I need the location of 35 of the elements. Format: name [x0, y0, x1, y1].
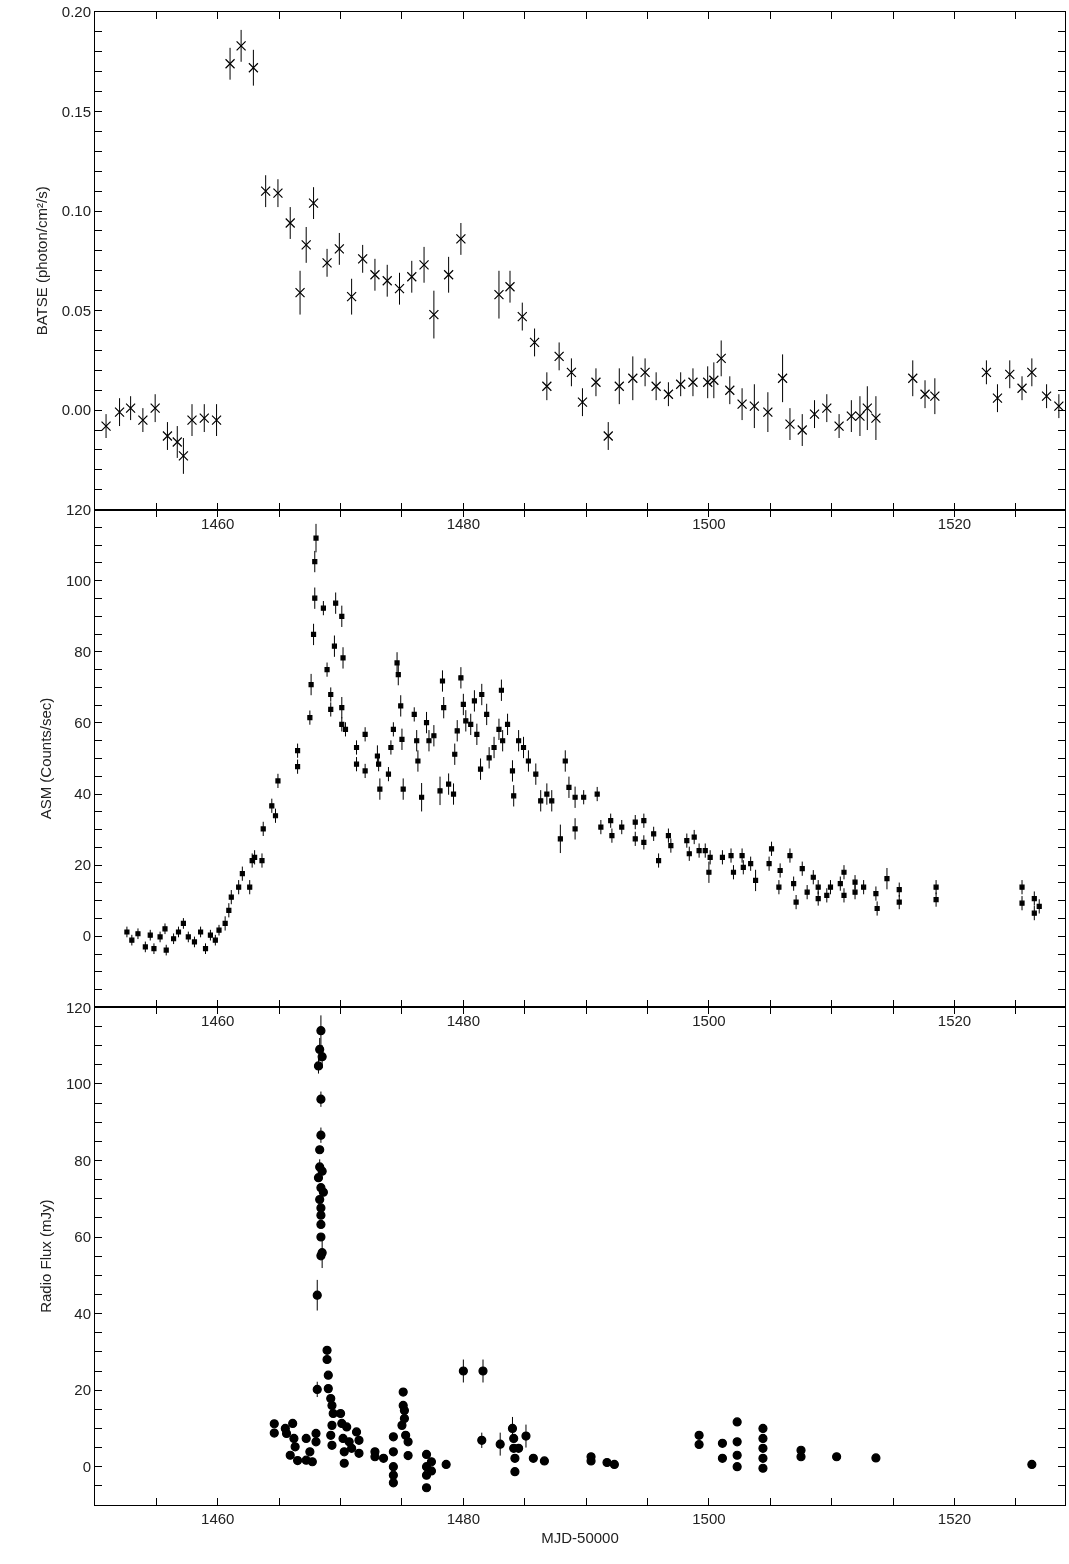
y-tick-label: 80	[74, 1151, 91, 1169]
x-tick-label: 1460	[201, 514, 235, 532]
x-tick-label: 1520	[937, 1012, 972, 1030]
y-tick-label: 0.00	[61, 401, 91, 419]
y-axis-title: BATSE (photon/cm²/s)	[33, 186, 51, 336]
y-tick-label: 0.05	[61, 301, 91, 319]
y-tick-label: 20	[74, 1381, 91, 1399]
x-tick-label: 1500	[692, 1012, 726, 1030]
x-tick-label: 1520	[937, 1510, 972, 1527]
x-tick-label: 1500	[692, 514, 726, 532]
y-tick-label: 40	[74, 1304, 91, 1322]
y-tick-label: 100	[65, 1075, 91, 1093]
y-tick-label: 60	[74, 714, 91, 732]
y-axis-title: ASM (Counts/sec)	[37, 697, 55, 820]
y-tick-label: 60	[74, 1228, 91, 1246]
x-tick-label: 1500	[692, 1510, 726, 1527]
y-tick-label: 0.20	[61, 3, 91, 21]
y-axis-title: Radio Flux (mJy)	[37, 1199, 55, 1313]
x-tick-label: 1480	[446, 1510, 481, 1527]
y-tick-label: 0	[82, 1457, 91, 1475]
y-tick-label: 40	[74, 785, 91, 803]
x-tick-label: 1520	[937, 514, 972, 532]
y-tick-label: 20	[74, 856, 91, 874]
y-tick-label: 120	[65, 500, 91, 518]
x-axis-title: MJD-50000	[541, 1529, 619, 1546]
y-tick-label: 0.10	[61, 202, 91, 220]
y-tick-label: 0	[82, 927, 91, 945]
y-tick-label: 80	[74, 643, 91, 661]
x-tick-label: 1460	[201, 1510, 235, 1527]
x-tick-label: 1480	[446, 514, 481, 532]
y-tick-label: 100	[65, 572, 91, 590]
x-tick-label: 1460	[201, 1012, 235, 1030]
y-tick-label: 120	[65, 998, 91, 1016]
x-tick-label: 1480	[446, 1012, 481, 1030]
y-tick-label: 0.15	[61, 102, 91, 120]
